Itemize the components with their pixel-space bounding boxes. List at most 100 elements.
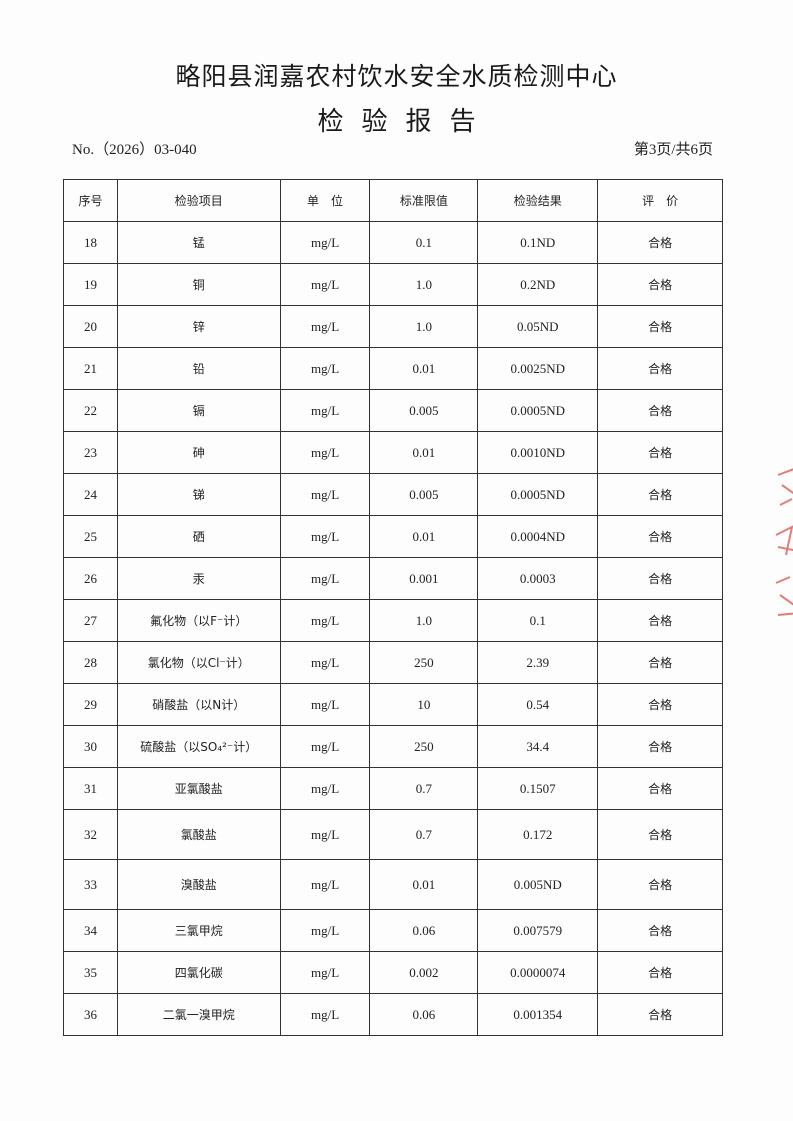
evaluation-cell: 合格 <box>597 809 723 860</box>
test-result-cell: 0.0004ND <box>477 515 599 558</box>
unit-cell: mg/L <box>279 473 371 516</box>
column-header: 检验结果 <box>477 179 599 222</box>
unit-cell: mg/L <box>279 221 371 264</box>
test-result-cell: 0.0003 <box>477 557 599 600</box>
unit-cell: mg/L <box>279 993 371 1036</box>
table-row: 33 溴酸盐 mg/L 0.01 0.005ND 合格 <box>63 859 723 910</box>
standard-limit-cell: 1.0 <box>369 599 479 642</box>
row-number-cell: 18 <box>63 221 118 264</box>
unit-cell: mg/L <box>279 951 371 994</box>
evaluation-cell: 合格 <box>597 599 723 642</box>
test-result-cell: 0.0005ND <box>477 389 599 432</box>
standard-limit-cell: 0.06 <box>369 909 479 952</box>
test-result-cell: 0.1ND <box>477 221 599 264</box>
table-row: 30 硫酸盐（以SO₄²⁻计） mg/L 250 34.4 合格 <box>63 725 723 768</box>
test-result-cell: 0.001354 <box>477 993 599 1036</box>
table-row: 31 亚氯酸盐 mg/L 0.7 0.1507 合格 <box>63 767 723 810</box>
row-number-cell: 29 <box>63 683 118 726</box>
row-number-cell: 21 <box>63 347 118 390</box>
evaluation-cell: 合格 <box>597 431 723 474</box>
unit-cell: mg/L <box>279 767 371 810</box>
results-table: 序号 检验项目单 位标准限值 检验结果评 价 18 锰 mg/L 0.1 0.1ND 合格 19… <box>63 179 723 1036</box>
row-number-cell: 25 <box>63 515 118 558</box>
report-number: No.（2026）03-040 <box>72 142 197 158</box>
unit-cell: mg/L <box>279 347 371 390</box>
standard-limit-cell: 0.7 <box>369 767 479 810</box>
test-item-cell: 铅 <box>116 347 281 390</box>
evaluation-cell: 合格 <box>597 557 723 600</box>
evaluation-cell: 合格 <box>597 641 723 684</box>
unit-cell: mg/L <box>279 557 371 600</box>
test-result-cell: 0.54 <box>477 683 599 726</box>
organization-title: 略阳县润嘉农村饮水安全水质检测中心 <box>175 62 618 91</box>
unit-cell: mg/L <box>279 305 371 348</box>
standard-limit-cell: 0.06 <box>369 993 479 1036</box>
table-row: 23 砷 mg/L 0.01 0.0010ND 合格 <box>63 431 723 474</box>
test-item-cell: 溴酸盐 <box>116 859 281 910</box>
table-row: 24 锑 mg/L 0.005 0.0005ND 合格 <box>63 473 723 516</box>
column-header: 检验项目 <box>116 179 281 222</box>
standard-limit-cell: 0.001 <box>369 557 479 600</box>
test-item-cell: 四氯化碳 <box>116 951 281 994</box>
unit-cell: mg/L <box>279 263 371 306</box>
evaluation-cell: 合格 <box>597 473 723 516</box>
evaluation-cell: 合格 <box>597 859 723 910</box>
unit-cell: mg/L <box>279 515 371 558</box>
unit-cell: mg/L <box>279 683 371 726</box>
row-number-cell: 23 <box>63 431 118 474</box>
test-result-cell: 0.0010ND <box>477 431 599 474</box>
evaluation-cell: 合格 <box>597 951 723 994</box>
test-result-cell: 0.007579 <box>477 909 599 952</box>
page-info: 第3页/共6页 <box>633 142 713 158</box>
test-item-cell: 硫酸盐（以SO₄²⁻计） <box>116 725 281 768</box>
row-number-cell: 20 <box>63 305 118 348</box>
evaluation-cell: 合格 <box>597 909 723 952</box>
standard-limit-cell: 1.0 <box>369 263 479 306</box>
evaluation-cell: 合格 <box>597 767 723 810</box>
table-row: 22 镉 mg/L 0.005 0.0005ND 合格 <box>63 389 723 432</box>
unit-cell: mg/L <box>279 909 371 952</box>
evaluation-cell: 合格 <box>597 725 723 768</box>
row-number-cell: 34 <box>63 909 118 952</box>
seal-stamp-fragment <box>775 468 793 616</box>
table-row: 28 氯化物（以Cl⁻计） mg/L 250 2.39 合格 <box>63 641 723 684</box>
test-item-cell: 锌 <box>116 305 281 348</box>
row-number-cell: 22 <box>63 389 118 432</box>
unit-cell: mg/L <box>279 431 371 474</box>
test-result-cell: 2.39 <box>477 641 599 684</box>
row-number-cell: 24 <box>63 473 118 516</box>
row-number-cell: 28 <box>63 641 118 684</box>
row-number-cell: 35 <box>63 951 118 994</box>
row-number-cell: 19 <box>63 263 118 306</box>
test-item-cell: 二氯一溴甲烷 <box>116 993 281 1036</box>
evaluation-cell: 合格 <box>597 515 723 558</box>
test-result-cell: 0.2ND <box>477 263 599 306</box>
test-item-cell: 锰 <box>116 221 281 264</box>
standard-limit-cell: 0.005 <box>369 389 479 432</box>
standard-limit-cell: 0.01 <box>369 347 479 390</box>
evaluation-cell: 合格 <box>597 683 723 726</box>
test-item-cell: 砷 <box>116 431 281 474</box>
test-item-cell: 镉 <box>116 389 281 432</box>
evaluation-cell: 合格 <box>597 993 723 1036</box>
test-result-cell: 0.05ND <box>477 305 599 348</box>
row-number-cell: 30 <box>63 725 118 768</box>
report-title: 检验报告 <box>317 107 494 137</box>
table-row: 20 锌 mg/L 1.0 0.05ND 合格 <box>63 305 723 348</box>
evaluation-cell: 合格 <box>597 347 723 390</box>
column-header: 序号 <box>63 179 118 222</box>
standard-limit-cell: 0.01 <box>369 431 479 474</box>
test-item-cell: 亚氯酸盐 <box>116 767 281 810</box>
standard-limit-cell: 0.7 <box>369 809 479 860</box>
standard-limit-cell: 1.0 <box>369 305 479 348</box>
row-number-cell: 33 <box>63 859 118 910</box>
test-item-cell: 汞 <box>116 557 281 600</box>
table-row: 29 硝酸盐（以N计） mg/L 10 0.54 合格 <box>63 683 723 726</box>
test-result-cell: 0.0000074 <box>477 951 599 994</box>
unit-cell: mg/L <box>279 809 371 860</box>
column-header: 单 位 <box>279 179 371 222</box>
standard-limit-cell: 250 <box>369 641 479 684</box>
unit-cell: mg/L <box>279 599 371 642</box>
row-number-cell: 26 <box>63 557 118 600</box>
